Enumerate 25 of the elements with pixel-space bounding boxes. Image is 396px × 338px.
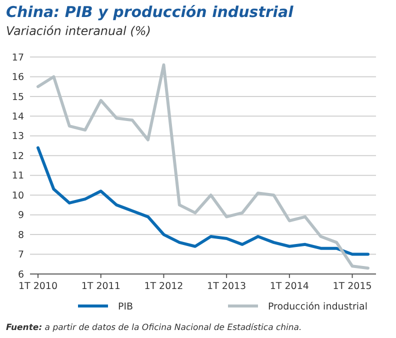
chart-subtitle: Variación interanual (%) <box>6 24 151 38</box>
y-tick-label: 16 <box>12 72 24 84</box>
y-tick-label: 7 <box>18 250 24 261</box>
y-tick-label: 9 <box>18 210 24 222</box>
x-tick-label: 1T 2015 <box>332 281 372 292</box>
y-tick-label: 12 <box>12 150 24 162</box>
y-tick-label: 11 <box>12 170 24 182</box>
x-tick-label: 1T 2013 <box>207 281 246 292</box>
legend-label: Producción industrial <box>268 301 368 312</box>
x-tick-label: 1T 2011 <box>81 281 120 292</box>
y-tick-label: 15 <box>12 92 24 103</box>
line-series <box>36 146 370 256</box>
y-tick-label: 14 <box>12 112 24 123</box>
y-tick-label: 13 <box>12 131 24 142</box>
chart-title: China: PIB y producción industrial <box>6 3 294 21</box>
y-tick-label: 10 <box>12 190 24 202</box>
source-note: Fuente: a partir de datos de la Oficina Nacional de Estadística china. <box>6 323 302 333</box>
y-tick-label: 8 <box>18 230 24 241</box>
x-tick-label: 1T 2014 <box>270 281 309 292</box>
x-tick-label: 1T 2012 <box>144 281 184 292</box>
y-tick-label: 17 <box>12 52 24 64</box>
y-tick-label: 6 <box>18 269 24 280</box>
legend-label: PIB <box>118 301 134 312</box>
x-tick-label: 1T 2010 <box>18 281 58 292</box>
line-series <box>36 63 370 270</box>
